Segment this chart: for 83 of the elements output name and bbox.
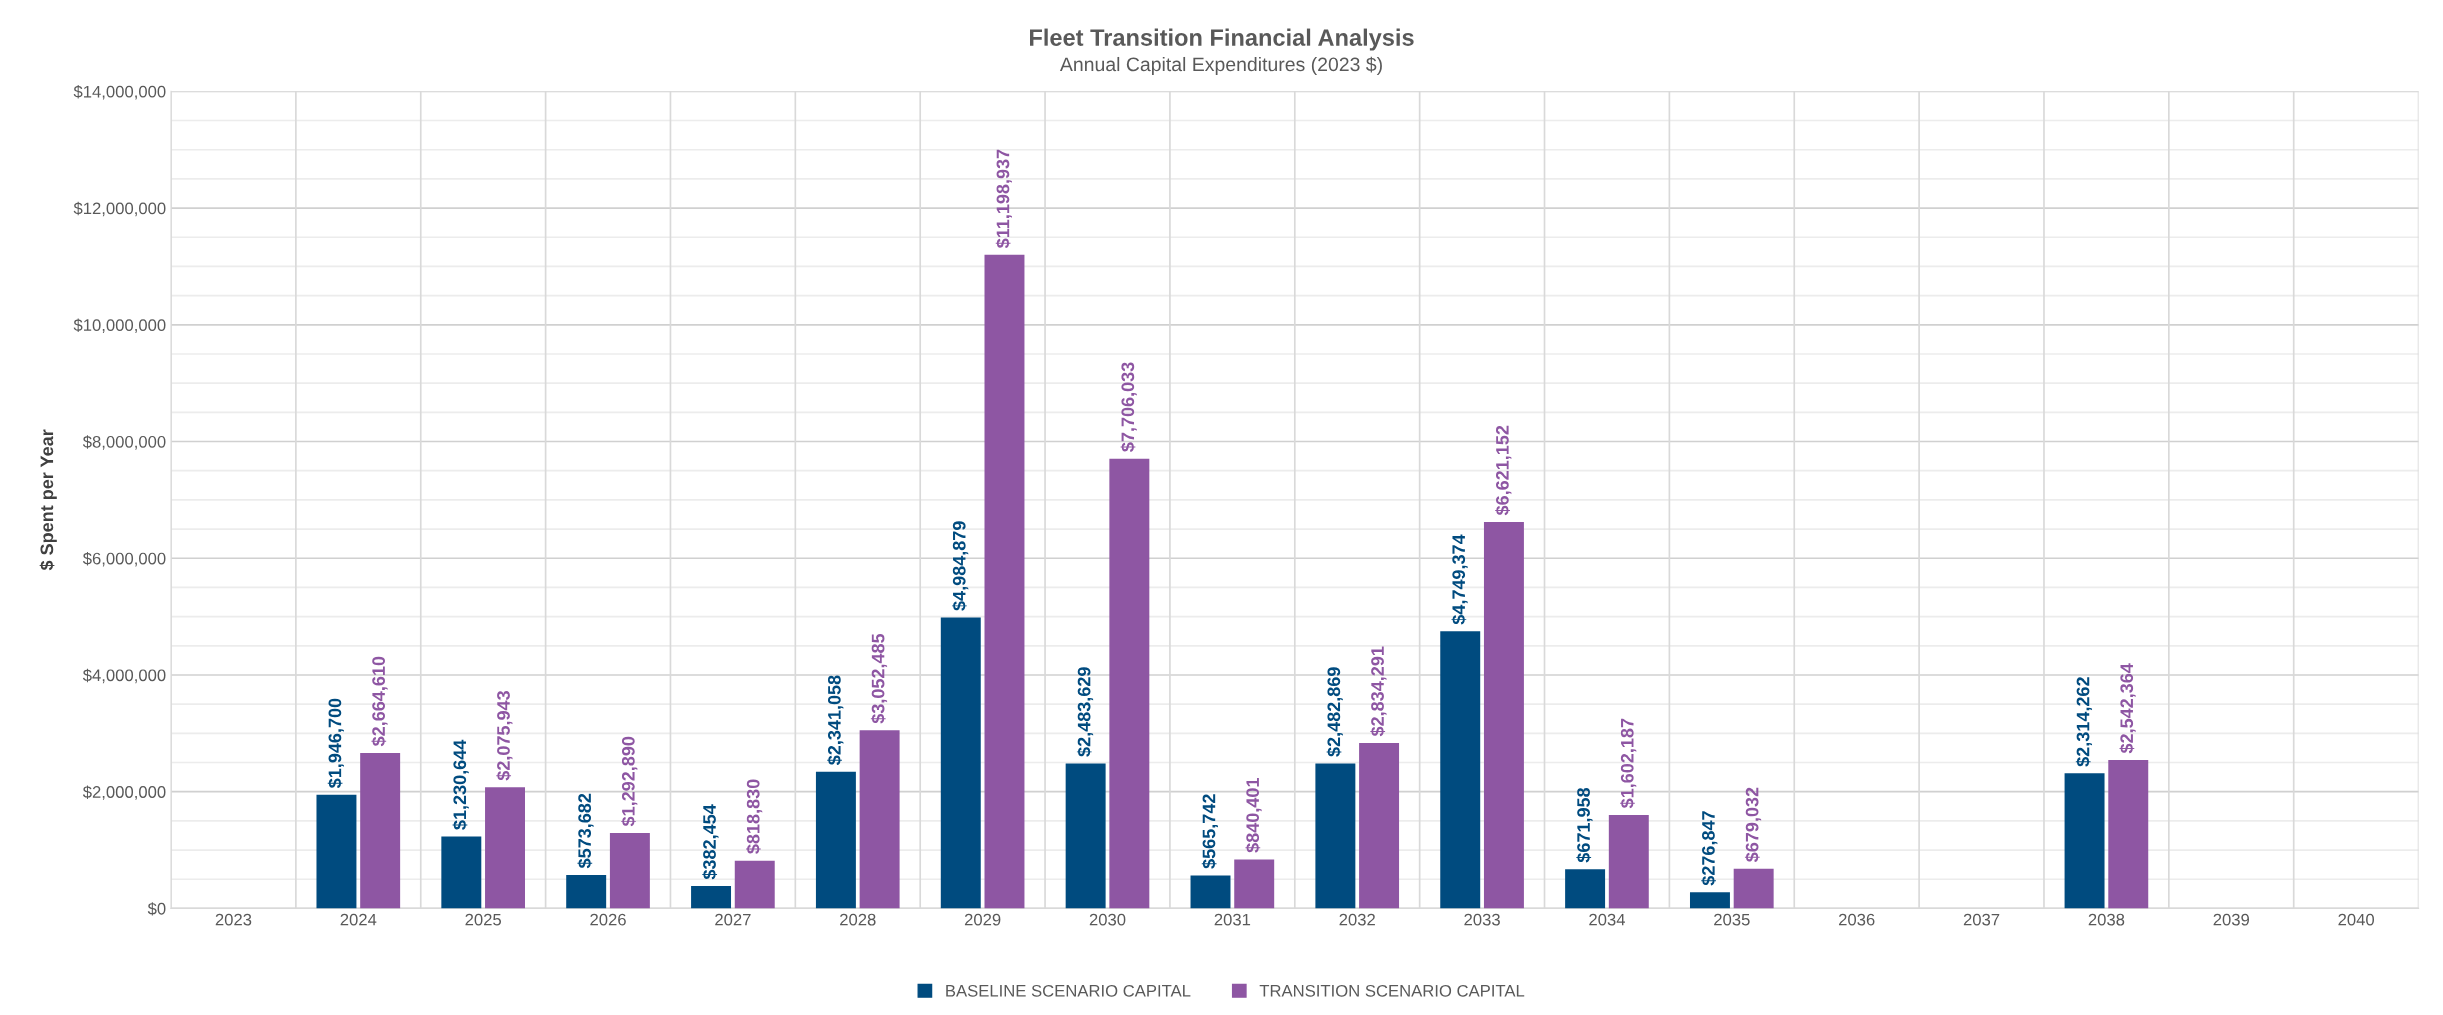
data-label: $2,542,364 [2119, 663, 2136, 754]
data-label: $4,984,879 [952, 521, 969, 611]
bar [1109, 458, 1150, 909]
y-tick-label: $12,000,000 [73, 201, 166, 217]
legend-label: TRANSITION SCENARIO CAPITAL [1259, 984, 1525, 997]
data-label: $2,314,262 [2075, 677, 2093, 767]
x-tick-label: 2024 [340, 913, 377, 926]
bar [316, 794, 357, 909]
bar [940, 617, 981, 909]
data-label: $2,482,869 [1326, 667, 1343, 757]
bar [1440, 631, 1481, 909]
bar [485, 787, 525, 909]
y-tick-label: $0 [147, 902, 166, 916]
x-tick-label: 2040 [2338, 913, 2375, 926]
y-tick-label: $8,000,000 [82, 435, 166, 450]
bar [1565, 869, 1606, 909]
data-label: $1,946,700 [327, 698, 344, 789]
data-label: $2,075,943 [496, 691, 513, 781]
data-label: $382,454 [702, 804, 719, 880]
x-tick-label: 2030 [1089, 913, 1126, 926]
bar [859, 730, 900, 909]
bar [2064, 773, 2105, 909]
y-tick-label: $4,000,000 [82, 668, 166, 684]
bar [2108, 760, 2149, 909]
y-tick-label: $2,000,000 [82, 785, 166, 800]
bar [1483, 522, 1524, 909]
data-label: $679,032 [1744, 787, 1762, 863]
x-tick-label: 2027 [715, 913, 751, 926]
bar [441, 836, 482, 909]
chart-subtitle: Annual Capital Expenditures (2023 $) [1059, 56, 1382, 76]
bar [734, 860, 775, 909]
data-label: $573,682 [577, 793, 594, 869]
y-tick-label: $6,000,000 [82, 551, 166, 567]
x-tick-label: 2033 [1464, 913, 1500, 926]
x-tick-label: 2039 [2213, 913, 2250, 926]
x-tick-label: 2028 [840, 913, 876, 926]
bar [815, 771, 856, 909]
y-axis-title: $ Spent per Year [39, 429, 57, 571]
data-label: $840,401 [1245, 778, 1262, 853]
bar [1608, 814, 1649, 909]
x-tick-label: 2038 [2088, 913, 2125, 926]
bar [1689, 892, 1730, 909]
x-tick-label: 2031 [1214, 913, 1251, 926]
bar [984, 254, 1025, 909]
data-label: $2,341,058 [827, 675, 844, 766]
bar [1733, 868, 1774, 909]
x-tick-label: 2037 [1963, 913, 2000, 926]
x-tick-label: 2036 [1838, 913, 1875, 926]
x-tick-label: 2025 [465, 913, 502, 926]
data-label: $3,052,485 [870, 633, 888, 724]
data-label: $1,602,187 [1620, 718, 1637, 809]
bar [1234, 859, 1275, 909]
y-tick-label: $10,000,000 [73, 318, 166, 333]
x-tick-label: 2029 [964, 913, 1001, 926]
data-label: $2,483,629 [1076, 667, 1094, 757]
x-tick-label: 2032 [1339, 913, 1375, 926]
data-label: $2,664,610 [371, 656, 388, 747]
x-tick-label: 2035 [1714, 913, 1750, 926]
bar [566, 874, 607, 909]
bar [360, 752, 401, 909]
data-label: $671,958 [1576, 787, 1593, 863]
data-label: $276,847 [1701, 811, 1718, 886]
bar [691, 886, 732, 909]
y-tick-label: $14,000,000 [73, 85, 166, 100]
bar [1315, 763, 1356, 909]
bar [1065, 763, 1106, 909]
bar [609, 832, 650, 909]
chart-title: Fleet Transition Financial Analysis [1030, 28, 1414, 51]
x-tick-label: 2034 [1589, 913, 1625, 926]
data-label: $1,230,644 [452, 739, 469, 830]
data-label: $2,834,291 [1370, 646, 1387, 737]
data-label: $7,706,033 [1120, 362, 1137, 452]
x-tick-label: 2023 [215, 913, 252, 926]
data-label: $11,198,937 [995, 149, 1012, 249]
data-label: $6,621,152 [1495, 425, 1512, 516]
data-label: $4,749,374 [1451, 534, 1468, 625]
data-label: $565,742 [1201, 794, 1218, 869]
data-label: $818,830 [746, 779, 763, 854]
legend-label: BASELINE SCENARIO CAPITAL [946, 984, 1191, 997]
bar [1359, 743, 1400, 909]
data-label: $1,292,890 [621, 736, 638, 827]
bar [1190, 875, 1231, 909]
x-tick-label: 2026 [590, 913, 626, 926]
